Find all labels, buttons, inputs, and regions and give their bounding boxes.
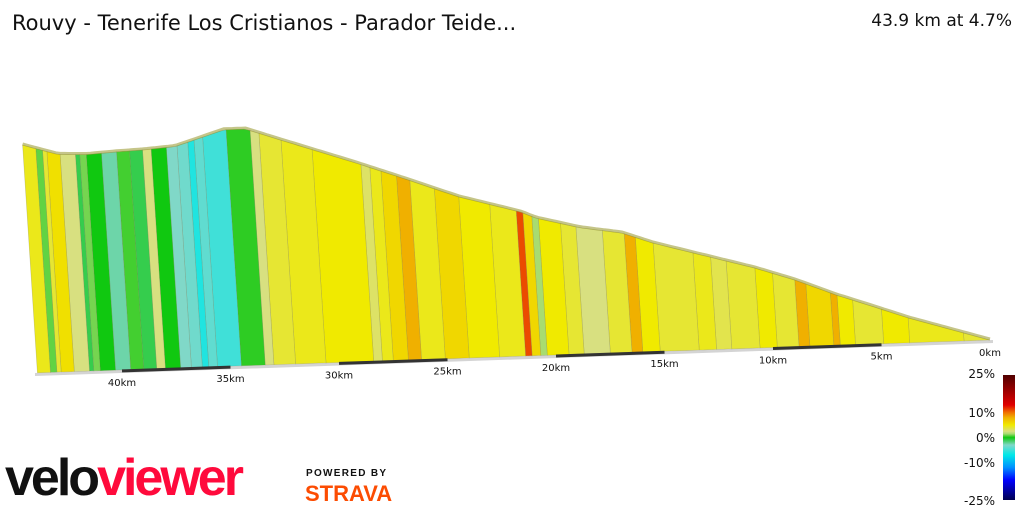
grade-stripe (652, 242, 700, 352)
legend-label-10: 10% (968, 406, 995, 420)
x-tick-label: 10km (759, 355, 787, 366)
x-tick-label: 30km (325, 370, 353, 381)
strava-logo[interactable]: STRAVA (305, 481, 393, 506)
distance-scale-bar (555, 350, 665, 358)
veloviewer-logo[interactable]: veloviewer (5, 449, 244, 507)
baseline (35, 340, 993, 376)
legend-label-minus10: -10% (963, 456, 995, 470)
profile-top-edge (22, 126, 991, 341)
powered-by-label: POWERED BY (306, 468, 388, 479)
legend-label-25: 25% (968, 367, 995, 381)
legend-label-minus25: -25% (963, 494, 995, 508)
route-summary: 43.9 km at 4.7% (871, 11, 1012, 31)
x-tick-label: 35km (216, 374, 244, 385)
x-tick-label: 0km (979, 348, 1001, 359)
grade-stripe (805, 283, 835, 347)
x-tick-label: 40km (108, 378, 136, 389)
distance-scale-bar (338, 358, 448, 365)
legend-label-0: 0% (975, 431, 995, 445)
route-title: Rouvy - Tenerife Los Cristianos - Parado… (12, 11, 517, 35)
x-tick-label: 15km (650, 359, 678, 370)
distance-scale-bar (772, 343, 882, 350)
x-tick-label: 5km (871, 352, 893, 363)
elevation-profile-chart: 0km 5km 10km 15km 20km 25km 30km 35km 40km (22, 126, 1001, 389)
gradient-legend-bar (1003, 375, 1015, 500)
x-tick-label: 20km (542, 363, 570, 374)
distance-scale-bar (121, 365, 231, 373)
x-tick-label: 25km (433, 367, 461, 378)
